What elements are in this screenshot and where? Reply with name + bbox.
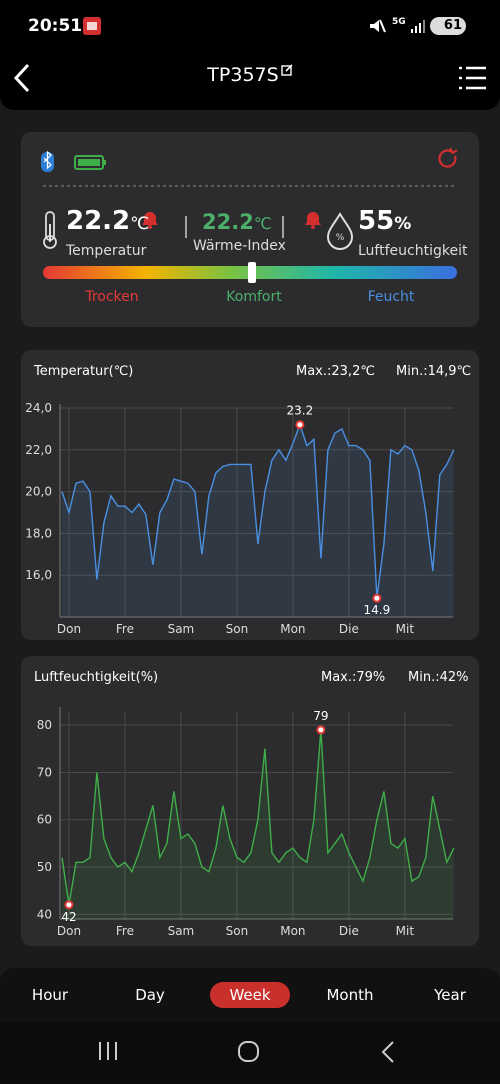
summary-graphics: % [41,147,458,283]
chart-title: Luftfeuchtigkeit(%) [34,670,159,685]
heat-index-reading: 22.2℃ [202,210,272,234]
chart: 16,0 18,0 20,0 22,0 24,0 Don Fre Sam Son Mon Die Mi… [25,401,455,636]
temperature-unit: ℃ [130,214,150,234]
heat-index-label: Wärme-Index [193,238,286,254]
x-tick-label: Son [226,622,249,636]
temperature-label: Temperatur [66,243,147,259]
svg-text:%: % [336,233,345,243]
humidity-reading: 55% [358,206,411,236]
x-tick-label: Fre [116,924,134,938]
humidity-value: 55 [358,206,395,236]
tab[interactable]: Year [434,986,466,1004]
chart-min: Min.:42% [408,670,469,685]
temperature-value: 22.2 [66,206,131,236]
x-tick-label: Mon [280,924,305,938]
home-button[interactable] [236,1040,262,1064]
area-fill [61,424,454,617]
x-tick-label: Sam [168,622,195,636]
tab[interactable]: Day [135,986,165,1004]
extreme-label: 14.9 [364,603,391,617]
extreme-label: 42 [61,910,76,924]
chart-max: Max.:23,2℃ [296,364,375,379]
tab[interactable]: Hour [31,986,69,1004]
humidity-chart-card: Luftfeuchtigkeit(%) Max.:79% Min.:42% 40… [21,656,479,946]
y-tick-label: 60 [37,813,52,827]
scale-label: Feucht [367,289,415,305]
extreme-label: 23.2 [287,404,314,418]
network-type: 5G [392,17,406,27]
status-time: 20:51 [28,16,83,36]
x-tick-label: Mit [396,924,415,938]
menu-button[interactable] [458,64,488,92]
y-tick-label: 20,0 [25,485,52,499]
device-title: TP357S [0,64,500,86]
nav-bar [0,1022,500,1084]
nav-back-button[interactable] [378,1040,400,1064]
x-tick-label: Die [339,924,359,938]
chart-min: Min.:14,9℃ [396,364,472,379]
area-fill [61,729,454,919]
humidity-label: Luftfeuchtigkeit [358,243,468,259]
battery-level: 61 [430,17,466,35]
x-tick-label: Sam [168,924,195,938]
recent-apps-button[interactable] [96,1040,122,1062]
y-tick-label: 24,0 [25,401,52,415]
y-tick-label: 18,0 [25,526,52,540]
extreme-marker [295,420,305,430]
temperature-reading: 22.2℃ [66,206,149,236]
back-button[interactable] [10,62,36,94]
x-tick-label: Son [226,924,249,938]
y-tick-label: 40 [37,907,52,921]
x-tick-label: Die [339,622,359,636]
notification-icon [83,17,101,35]
x-tick-label: Don [57,924,81,938]
app-header [0,50,500,110]
line-series [61,729,455,905]
y-tick-label: 16,0 [25,568,52,582]
scale-label: Trocken [85,289,139,305]
signal-icon [411,20,425,33]
temperature-chart-card: Temperatur(℃) Max.:23,2℃ Min.:14,9℃ 16,0… [21,350,479,640]
x-tick-label: Don [57,622,81,636]
chart-title: Temperatur(℃) [34,364,134,379]
x-tick-label: Fre [116,622,134,636]
y-tick-label: 80 [37,718,52,732]
extreme-marker [64,900,74,910]
y-tick-label: 70 [37,765,52,779]
humidity-unit: % [394,214,412,234]
heat-index-value: 22.2 [202,210,254,234]
chart: 40 50 60 70 80 Don Fre Sam Son Mon Die Mit 79 42 [37,707,455,938]
extreme-marker [316,725,326,735]
x-tick-label: Mit [396,622,415,636]
heat-index-unit: ℃ [253,214,272,233]
tab[interactable]: Month [326,986,374,1004]
y-tick-label: 22,0 [25,443,52,457]
mute-icon [370,19,386,33]
tab[interactable]: Week [210,982,290,1008]
extreme-marker [372,593,382,603]
extreme-label: 79 [313,709,328,723]
y-tick-label: 50 [37,860,52,874]
scale-label: Komfort [226,289,282,305]
x-tick-label: Mon [280,622,305,636]
line-series [61,422,455,599]
device-name: TP357S [207,64,279,86]
edit-icon[interactable] [280,64,293,76]
chart-max: Max.:79% [321,670,386,685]
